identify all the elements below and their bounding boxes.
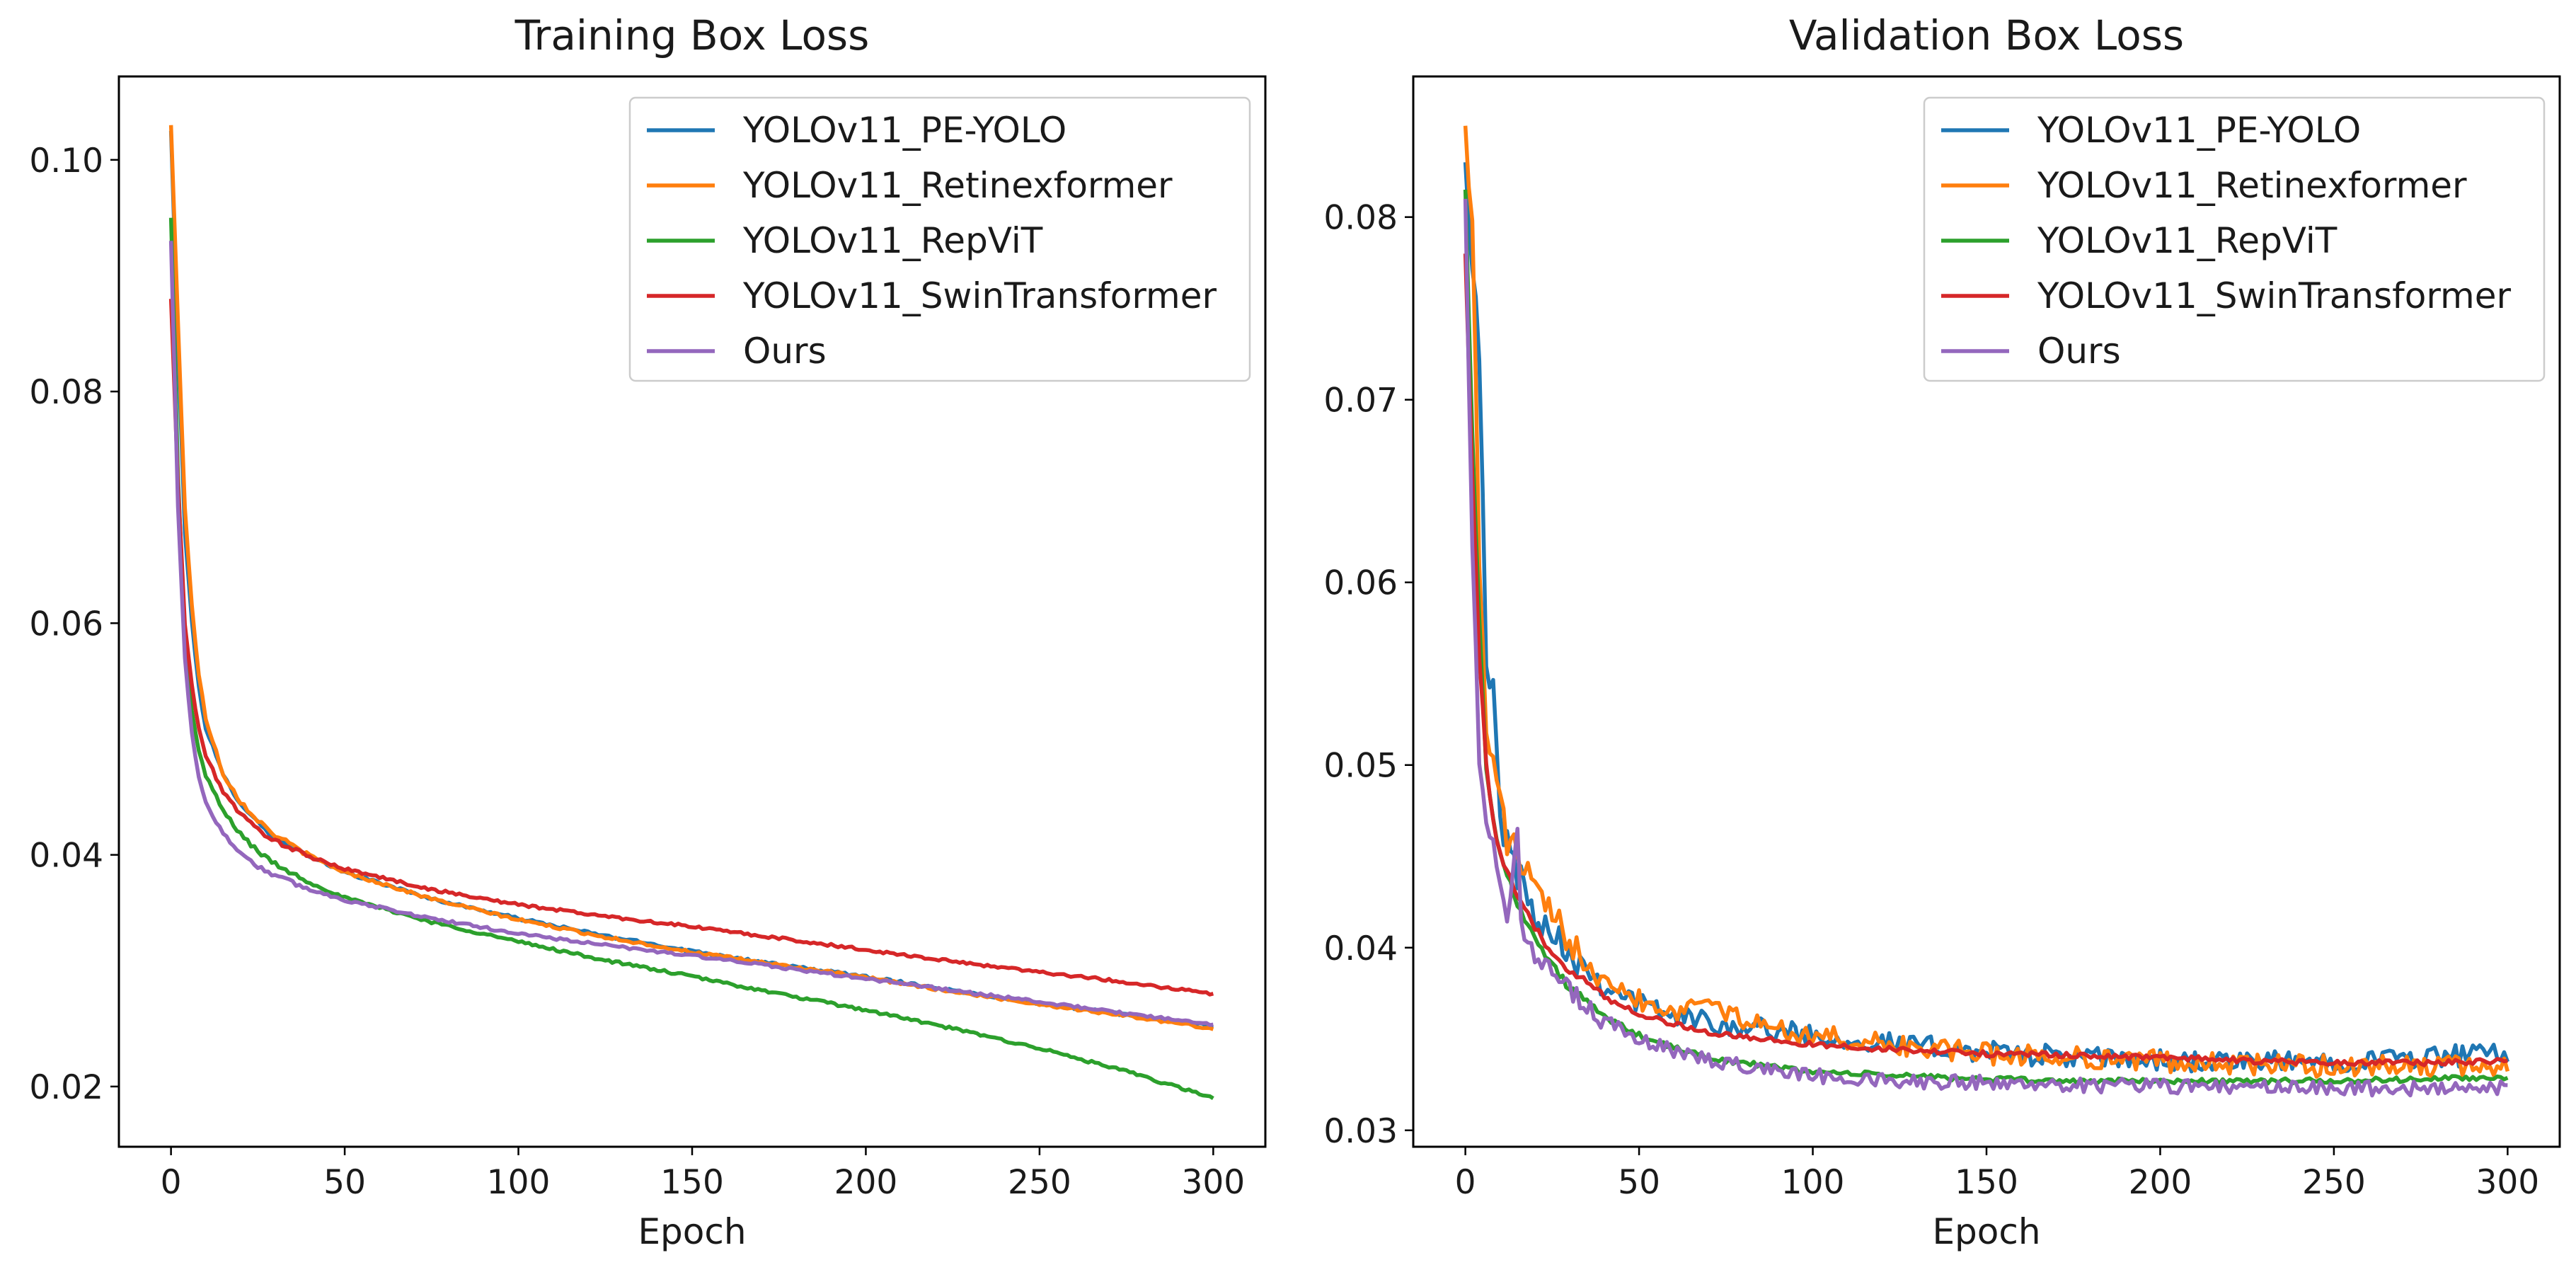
x-tick-label: 100 (1781, 1163, 1845, 1202)
legend-box (628, 96, 1251, 382)
series-line-ours (1463, 198, 2508, 1098)
x-tick-label: 50 (323, 1163, 366, 1202)
legend-label: YOLOv11_Retinexformer (742, 165, 1173, 206)
legend-label: YOLOv11_RepViT (742, 220, 1043, 261)
legend-box (1923, 96, 2546, 382)
x-tick-label: 200 (834, 1163, 898, 1202)
series-line-ours (168, 241, 1214, 1027)
y-tick-label: 0.10 (29, 142, 103, 181)
legend-label: YOLOv11_SwinTransformer (2037, 275, 2511, 316)
y-tick-label: 0.05 (1323, 747, 1398, 786)
y-tick-label: 0.06 (1323, 564, 1398, 603)
x-tick-label: 50 (1618, 1163, 1660, 1202)
chart-title: Training Box Loss (514, 11, 870, 59)
y-tick-label: 0.08 (1323, 199, 1398, 238)
x-tick-label: 250 (2302, 1163, 2366, 1202)
x-tick-label: 0 (161, 1163, 182, 1202)
plot-frame (1412, 75, 2561, 1148)
legend: YOLOv11_PE-YOLO YOLOv11_Retinexformer YOLO… (1923, 96, 2546, 382)
series-line-yolov11-swintransformer (1463, 253, 2508, 1067)
x-axis-label: Epoch (1932, 1211, 2040, 1252)
series-line-yolov11-swintransformer (168, 299, 1214, 997)
x-tick-label: 150 (660, 1163, 724, 1202)
y-tick-label: 0.04 (1323, 929, 1398, 968)
legend-label: YOLOv11_PE-YOLO (742, 110, 1066, 151)
validation-loss-chart: Validation Box Loss 0 50 100 150 200 250 300 0.… (1323, 11, 2561, 1252)
plot-frame (117, 75, 1267, 1148)
x-tick-label: 100 (487, 1163, 551, 1202)
chart-title: Validation Box Loss (1789, 11, 2184, 59)
legend-label: YOLOv11_RepViT (2037, 220, 2338, 261)
training-loss-chart: Training Box Loss 0 50 100 150 200 250 300 0.02… (29, 11, 1267, 1252)
y-tick-label: 0.02 (29, 1068, 103, 1107)
y-tick-label: 0.03 (1323, 1112, 1398, 1151)
plot-lines (168, 125, 1214, 1100)
legend-label: YOLOv11_Retinexformer (2037, 165, 2467, 206)
x-axis-label: Epoch (638, 1211, 746, 1252)
legend-label: YOLOv11_PE-YOLO (2037, 110, 2361, 151)
axis-ticks: 0 50 100 150 200 250 300 0.03 0.04 0.05 0.06 0.07 0.… (1323, 199, 2539, 1202)
legend: YOLOv11_PE-YOLO YOLOv11_Retinexformer YOLO… (628, 96, 1251, 382)
y-tick-label: 0.08 (29, 373, 103, 412)
plot-lines (1463, 125, 2510, 1098)
y-tick-label: 0.07 (1323, 382, 1398, 420)
x-tick-label: 250 (1008, 1163, 1071, 1202)
series-line-yolov11-retinexformer (1463, 125, 2510, 1079)
x-tick-label: 300 (1182, 1163, 1246, 1202)
series-line-yolov11-repvit (168, 217, 1214, 1100)
x-tick-label: 0 (1455, 1163, 1476, 1202)
x-tick-label: 200 (2129, 1163, 2192, 1202)
legend-label: YOLOv11_SwinTransformer (742, 275, 1217, 316)
y-tick-label: 0.04 (29, 837, 103, 876)
y-tick-label: 0.06 (29, 605, 103, 643)
x-tick-label: 150 (1955, 1163, 2018, 1202)
x-tick-label: 300 (2476, 1163, 2540, 1202)
axis-ticks: 0 50 100 150 200 250 300 0.02 0.04 0.06 0.08 0.10 (29, 142, 1245, 1202)
series-line-yolov11-repvit (1463, 189, 2509, 1086)
legend-label: Ours (743, 331, 827, 372)
legend-label: Ours (2037, 331, 2121, 372)
